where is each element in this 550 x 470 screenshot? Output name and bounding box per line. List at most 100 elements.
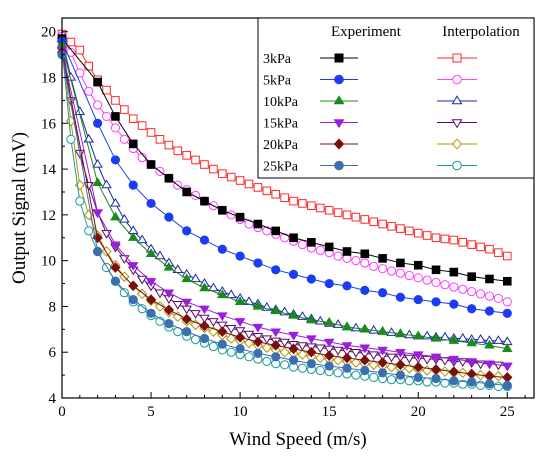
data-point-10kpa-experiment xyxy=(501,343,513,352)
y-tick-label: 8 xyxy=(49,299,57,315)
data-point-5kpa-experiment xyxy=(146,198,156,209)
data-point-15kpa-interpolation xyxy=(172,300,184,310)
legend-marker-experiment xyxy=(333,95,345,105)
data-point-15kpa-interpolation xyxy=(199,314,210,324)
data-point-20kpa-experiment xyxy=(306,346,317,358)
data-point-5kpa-interpolation xyxy=(475,289,486,299)
data-point-10kpa-interpolation xyxy=(404,329,415,339)
data-point-10kpa-interpolation xyxy=(190,273,201,283)
data-point-20kpa-interpolation xyxy=(422,365,433,376)
data-point-20kpa-interpolation xyxy=(350,357,361,368)
x-tick-label: 10 xyxy=(233,404,248,420)
y-tick-label: 18 xyxy=(41,71,56,87)
data-point-3kpa-interpolation xyxy=(298,199,307,208)
data-point-5kpa-interpolation xyxy=(101,111,112,122)
data-point-10kpa-experiment xyxy=(377,326,388,335)
data-point-3kpa-interpolation xyxy=(324,205,334,215)
data-point-20kpa-experiment xyxy=(217,326,228,337)
data-point-3kpa-interpolation xyxy=(405,226,414,236)
data-point-15kpa-experiment xyxy=(306,335,317,345)
legend-row: 25kPa xyxy=(263,160,477,175)
data-point-3kpa-interpolation xyxy=(315,203,325,213)
data-point-3kpa-experiment xyxy=(502,276,512,286)
data-point-20kpa-experiment xyxy=(163,304,174,316)
data-point-5kpa-interpolation xyxy=(458,284,468,294)
legend-marker-interpolation xyxy=(452,160,462,171)
data-point-25kpa-interpolation xyxy=(226,347,236,357)
data-point-15kpa-experiment xyxy=(252,323,264,333)
data-point-25kpa-experiment xyxy=(235,344,245,354)
data-point-25kpa-interpolation xyxy=(190,335,201,345)
data-point-25kpa-interpolation xyxy=(137,304,147,314)
data-point-25kpa-experiment xyxy=(395,370,406,380)
data-point-25kpa-interpolation xyxy=(208,341,218,352)
data-point-25kpa-experiment xyxy=(93,246,103,257)
data-point-20kpa-experiment xyxy=(288,343,299,355)
data-point-5kpa-experiment xyxy=(306,274,316,284)
data-point-3kpa-interpolation xyxy=(182,151,191,160)
series-10kpa-experiment xyxy=(56,39,513,352)
data-point-10kpa-interpolation xyxy=(225,289,237,299)
data-point-5kpa-experiment xyxy=(502,308,512,318)
data-point-25kpa-interpolation xyxy=(315,365,325,376)
data-point-25kpa-interpolation xyxy=(84,226,94,236)
data-point-10kpa-interpolation xyxy=(386,327,397,336)
data-point-15kpa-interpolation xyxy=(190,310,201,319)
legend-label: 25kPa xyxy=(263,160,299,175)
data-point-20kpa-experiment xyxy=(359,354,370,366)
data-point-10kpa-experiment xyxy=(217,289,228,299)
data-point-25kpa-experiment xyxy=(467,377,477,387)
data-point-3kpa-interpolation xyxy=(173,146,183,156)
data-point-20kpa-interpolation xyxy=(404,362,415,374)
y-tick-label: 16 xyxy=(41,116,57,132)
data-point-10kpa-experiment xyxy=(127,232,139,241)
data-point-3kpa-interpolation xyxy=(200,160,209,169)
data-point-15kpa-interpolation xyxy=(350,349,362,358)
data-point-5kpa-interpolation xyxy=(404,270,414,281)
data-point-10kpa-interpolation xyxy=(110,197,121,207)
legend-label: 5kPa xyxy=(263,74,292,89)
data-point-20kpa-interpolation xyxy=(226,333,237,344)
data-point-10kpa-experiment xyxy=(466,337,477,347)
data-point-15kpa-interpolation xyxy=(154,289,166,299)
data-point-20kpa-interpolation xyxy=(368,359,379,371)
data-point-20kpa-interpolation xyxy=(101,246,112,257)
data-point-10kpa-experiment xyxy=(484,339,495,349)
data-point-3kpa-interpolation xyxy=(369,217,378,227)
data-point-15kpa-interpolation xyxy=(421,355,433,365)
data-point-5kpa-experiment xyxy=(431,297,441,307)
series-5kpa-experiment xyxy=(57,36,512,318)
data-point-3kpa-interpolation xyxy=(289,196,298,206)
data-point-10kpa-interpolation xyxy=(154,250,166,260)
data-point-10kpa-interpolation xyxy=(119,213,130,223)
data-point-25kpa-interpolation xyxy=(458,379,468,389)
data-point-20kpa-interpolation xyxy=(315,352,326,364)
data-point-20kpa-interpolation xyxy=(154,301,166,312)
data-point-25kpa-experiment xyxy=(253,348,263,358)
data-point-5kpa-interpolation xyxy=(369,261,379,271)
data-point-20kpa-interpolation xyxy=(439,366,451,377)
data-point-25kpa-experiment xyxy=(502,380,512,391)
data-point-10kpa-interpolation xyxy=(475,334,486,343)
y-tick-label: 10 xyxy=(41,254,56,270)
x-tick-label: 0 xyxy=(58,404,66,420)
data-point-10kpa-interpolation xyxy=(172,264,184,273)
series-layer xyxy=(56,29,513,392)
data-point-3kpa-interpolation xyxy=(440,234,450,244)
data-point-5kpa-experiment xyxy=(128,180,138,190)
data-point-25kpa-experiment xyxy=(164,319,174,329)
data-point-5kpa-interpolation xyxy=(502,297,512,307)
data-point-5kpa-experiment xyxy=(395,292,406,302)
data-point-3kpa-experiment xyxy=(235,212,245,222)
data-point-3kpa-experiment xyxy=(182,187,191,197)
data-point-3kpa-interpolation xyxy=(431,233,441,243)
data-point-5kpa-interpolation xyxy=(467,286,477,297)
y-tick-label: 4 xyxy=(49,391,57,407)
data-point-25kpa-interpolation xyxy=(493,381,503,392)
data-point-5kpa-experiment xyxy=(235,251,245,261)
data-point-10kpa-interpolation xyxy=(92,158,103,168)
data-point-25kpa-experiment xyxy=(288,355,299,365)
data-point-15kpa-interpolation xyxy=(261,335,273,345)
data-point-3kpa-experiment xyxy=(396,258,405,268)
data-point-3kpa-interpolation xyxy=(155,135,165,144)
